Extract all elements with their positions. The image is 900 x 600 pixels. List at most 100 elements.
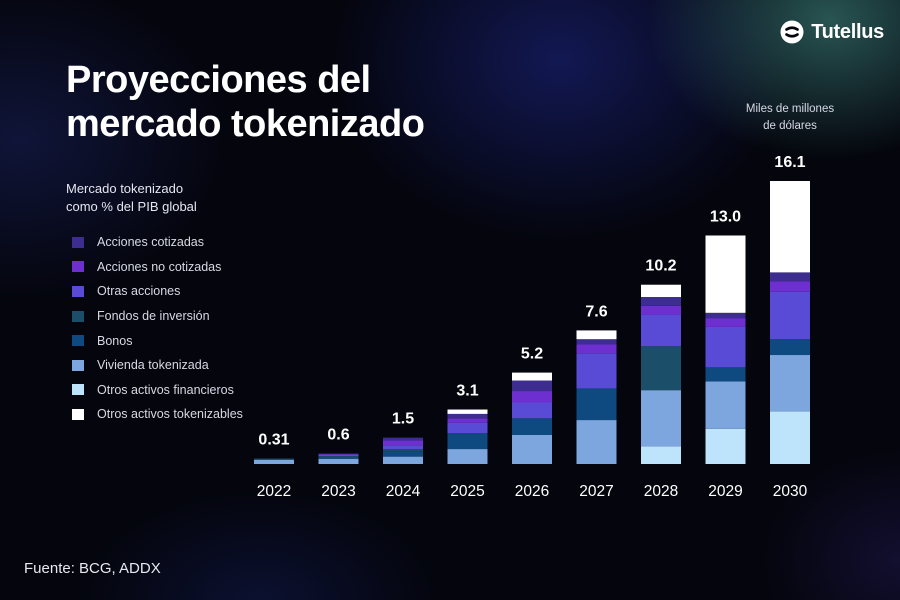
bar-segment-2023-otras-acciones [318, 454, 359, 457]
legend-item-acciones-no-cotizadas: Acciones no cotizadas [72, 255, 243, 280]
bar-segment-2030-otros-activos-financieros [770, 411, 810, 464]
bar-segment-2025-bonos [447, 433, 488, 450]
total-label-2030: 16.1 [774, 154, 805, 171]
bar-segment-2024-otras-acciones [383, 445, 423, 450]
legend-label: Acciones no cotizadas [97, 259, 222, 274]
bar-segment-2029-acciones-no-cotizadas [705, 318, 746, 327]
bar-segment-2024-acciones-cotizadas [383, 437, 423, 441]
legend-swatch [72, 310, 84, 322]
bar-segment-2025-acciones-cotizadas [447, 413, 488, 419]
total-label-2022: 0.31 [258, 432, 289, 449]
bar-segment-2028-acciones-no-cotizadas [641, 305, 681, 315]
tutellus-logo-icon [780, 20, 804, 44]
legend-label: Acciones cotizadas [97, 235, 205, 250]
bar-segment-2030-acciones-no-cotizadas [770, 281, 810, 292]
total-label-2026: 5.2 [521, 346, 543, 363]
legend-item-fondos-de-inversion: Fondos de inversión [72, 304, 243, 329]
legend-item-otros-activos-tokenizables: Otros activos tokenizables [72, 402, 243, 427]
bar-segment-2030-bonos [770, 339, 810, 356]
bar-segment-2030-otras-acciones [770, 291, 810, 340]
bar-segment-2029-acciones-cotizadas [705, 312, 746, 319]
bar-segment-2029-otros-activos-financieros [705, 428, 746, 464]
total-label-2028: 10.2 [645, 258, 676, 275]
bar-segment-2028-otras-acciones [641, 314, 681, 347]
bar-segment-2023-acciones-no-cotizadas [318, 453, 359, 455]
total-label-2029: 13.0 [710, 208, 741, 225]
bar-segment-2025-otras-acciones [447, 422, 488, 434]
chart-title-line-1: Proyecciones del [66, 59, 371, 101]
x-tick-label-2022: 2022 [257, 483, 291, 500]
bar-segment-2022-fondos-de-inversion [254, 458, 294, 460]
bar-segment-2029-vivienda-tokenizada [705, 381, 746, 429]
legend-title-line-2: como % del PIB global [66, 199, 197, 214]
legend-swatch [72, 359, 84, 371]
legend-item-otras-acciones: Otras acciones [72, 279, 243, 304]
bar-segment-2027-vivienda-tokenizada [576, 420, 617, 464]
bar-segment-2028-vivienda-tokenizada [641, 390, 681, 447]
unit-label-line-2: de dólares [763, 120, 817, 132]
x-tick-label-2027: 2027 [579, 483, 613, 500]
bar-segment-2023-bonos [318, 457, 359, 459]
x-tick-label-2026: 2026 [515, 483, 549, 500]
legend-item-otros-activos-financieros: Otros activos financieros [72, 378, 243, 403]
legend-label: Bonos [97, 333, 133, 348]
x-tick-label-2028: 2028 [644, 483, 678, 500]
legend-swatch [72, 408, 84, 420]
bar-segment-2026-vivienda-tokenizada [512, 435, 552, 464]
bar-segment-2023-vivienda-tokenizada [318, 458, 359, 464]
chart-title: Proyecciones del mercado tokenizado [66, 58, 526, 146]
bar-segment-2025-vivienda-tokenizada [447, 449, 488, 464]
bar-segment-2025-acciones-no-cotizadas [447, 418, 488, 423]
bar-segment-2028-otros-activos-tokenizables [641, 284, 681, 298]
brand-name: Tutellus [811, 20, 884, 43]
legend-item-vivienda-tokenizada: Vivienda tokenizada [72, 353, 243, 378]
legend-item-bonos: Bonos [72, 328, 243, 353]
legend-title-line-1: Mercado tokenizado [66, 181, 184, 196]
chart-legend: Acciones cotizadas Acciones no cotizadas O… [72, 230, 243, 427]
legend-label: Otros activos financieros [97, 382, 234, 397]
unit-label-line-1: Miles de millones [745, 103, 835, 115]
legend-label: Fondos de inversión [97, 309, 210, 324]
bar-segment-2027-acciones-no-cotizadas [576, 344, 617, 354]
total-label-2025: 3.1 [456, 383, 478, 400]
bar-segment-2024-bonos [383, 451, 423, 457]
legend-swatch [72, 261, 84, 273]
bar-segment-2026-acciones-no-cotizadas [512, 391, 552, 403]
unit-label: Miles de millones de dólares [730, 101, 850, 135]
bar-segment-2025-otros-activos-tokenizables [447, 409, 488, 414]
bar-segment-2030-acciones-cotizadas [770, 272, 810, 282]
bar-segment-2030-vivienda-tokenizada [770, 355, 810, 412]
x-tick-label-2025: 2025 [450, 483, 484, 500]
x-tick-label-2024: 2024 [386, 483, 421, 500]
legend-swatch [72, 384, 84, 396]
bar-segment-2026-otras-acciones [512, 402, 552, 419]
bar-segment-2028-acciones-cotizadas [641, 297, 681, 306]
legend-label: Vivienda tokenizada [97, 358, 209, 373]
bar-segment-2026-bonos [512, 418, 552, 435]
legend-swatch [72, 285, 84, 297]
legend-title: Mercado tokenizado como % del PIB global [66, 180, 197, 216]
bar-segment-2029-bonos [705, 367, 746, 382]
source-note: Fuente: BCG, ADDX [24, 560, 161, 577]
bar-segment-2027-bonos [576, 388, 617, 421]
total-label-2023: 0.6 [327, 426, 349, 443]
bar-segment-2027-otras-acciones [576, 353, 617, 389]
bar-segment-2026-otros-activos-tokenizables [512, 372, 552, 381]
bar-segment-2027-otros-activos-tokenizables [576, 330, 617, 340]
bar-segment-2024-vivienda-tokenizada [383, 456, 423, 464]
bar-segment-2023-fondos-de-inversion [318, 456, 359, 458]
x-tick-label-2023: 2023 [321, 483, 355, 500]
total-label-2027: 7.6 [585, 303, 607, 320]
bar-segment-2027-acciones-cotizadas [576, 339, 617, 345]
bar-segment-2028-otros-activos-financieros [641, 446, 681, 464]
bar-segment-2026-acciones-cotizadas [512, 380, 552, 392]
legend-label: Otros activos tokenizables [97, 407, 243, 422]
bar-segment-2024-acciones-no-cotizadas [383, 440, 423, 446]
x-tick-label-2029: 2029 [708, 483, 742, 500]
bar-segment-2028-fondos-de-inversion [641, 346, 681, 391]
bar-segment-2029-otras-acciones [705, 326, 746, 368]
chart-title-line-2: mercado tokenizado [66, 103, 425, 145]
brand-logo: Tutellus [780, 20, 884, 44]
